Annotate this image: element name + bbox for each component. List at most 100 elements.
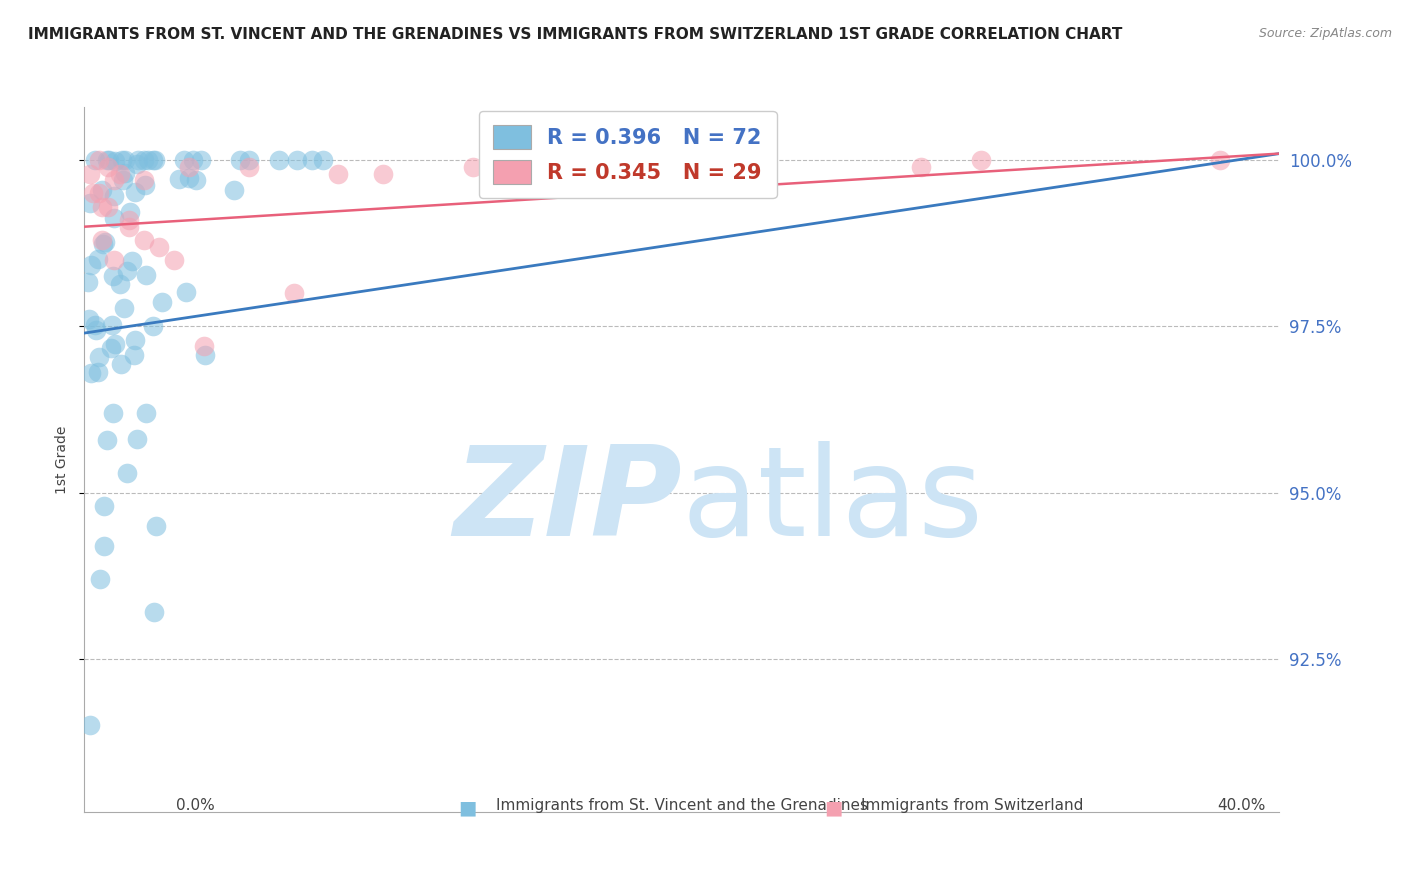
Point [82, 186, 104, 201]
Point [120, 204, 142, 219]
Point [222, 183, 245, 197]
Point [114, 166, 136, 180]
Point [148, 240, 170, 254]
Point [301, 153, 323, 168]
Text: ■: ■ [824, 798, 842, 817]
Point [103, 268, 125, 283]
Point [551, 160, 574, 174]
Point [238, 153, 260, 168]
Point [150, 294, 173, 309]
Point [89, 153, 111, 168]
Point [177, 160, 200, 174]
Point [267, 153, 290, 168]
Point [91, 236, 114, 251]
Point [122, 348, 145, 362]
Point [79, 167, 101, 181]
Point [94, 235, 117, 250]
Point [108, 277, 131, 291]
Point [103, 252, 125, 267]
Point [177, 171, 200, 186]
Point [134, 178, 156, 193]
Point [118, 219, 141, 234]
Point [167, 172, 190, 186]
Point [89, 186, 111, 201]
Point [461, 160, 484, 174]
Point [328, 167, 350, 181]
Text: Immigrants from Switzerland: Immigrants from Switzerland [860, 798, 1084, 814]
Text: Immigrants from St. Vincent and the Grenadines: Immigrants from St. Vincent and the Gren… [495, 798, 868, 814]
Point [79, 718, 101, 732]
Point [135, 268, 157, 283]
Point [138, 153, 160, 168]
Point [80, 366, 103, 380]
Point [100, 341, 122, 355]
Point [87, 366, 110, 380]
Point [111, 153, 134, 168]
Point [91, 200, 114, 214]
Point [142, 319, 165, 334]
Point [194, 348, 217, 362]
Point [145, 519, 167, 533]
Point [186, 172, 208, 186]
Point [100, 318, 122, 333]
Point [93, 499, 115, 513]
Point [97, 200, 120, 214]
Text: ZIP: ZIP [453, 442, 682, 562]
Point [143, 153, 166, 168]
Text: atlas: atlas [682, 442, 984, 562]
Point [96, 433, 118, 447]
Point [181, 153, 204, 168]
Point [193, 339, 215, 353]
Point [132, 233, 156, 247]
Point [142, 153, 165, 168]
Point [283, 286, 305, 301]
Point [124, 185, 146, 199]
Text: ■: ■ [458, 798, 477, 817]
Point [132, 173, 156, 187]
Point [101, 406, 124, 420]
Point [312, 153, 335, 168]
Point [97, 153, 120, 168]
Point [190, 153, 212, 168]
Y-axis label: 1st Grade: 1st Grade [55, 425, 69, 493]
Point [373, 167, 395, 181]
Point [127, 157, 149, 171]
Point [83, 318, 105, 332]
Point [110, 357, 132, 371]
Point [104, 337, 127, 351]
Point [115, 263, 138, 277]
Legend: R = 0.396   N = 72, R = 0.345   N = 29: R = 0.396 N = 72, R = 0.345 N = 29 [479, 111, 776, 198]
Point [77, 311, 100, 326]
Point [111, 173, 134, 187]
Point [125, 433, 148, 447]
Point [127, 153, 149, 168]
Point [79, 196, 101, 211]
Point [84, 153, 107, 168]
Point [163, 252, 186, 267]
Point [285, 153, 308, 168]
Point [114, 153, 136, 168]
Point [135, 406, 157, 420]
Text: 40.0%: 40.0% [1218, 798, 1265, 814]
Point [84, 323, 107, 337]
Point [174, 285, 197, 299]
Point [80, 259, 103, 273]
Point [103, 211, 125, 226]
Point [87, 252, 110, 266]
Text: IMMIGRANTS FROM ST. VINCENT AND THE GRENADINES VS IMMIGRANTS FROM SWITZERLAND 1S: IMMIGRANTS FROM ST. VINCENT AND THE GREN… [28, 27, 1122, 42]
Point [1209, 153, 1232, 168]
Point [96, 153, 118, 168]
Point [238, 160, 260, 174]
Point [641, 153, 664, 168]
Point [117, 466, 139, 480]
Point [112, 301, 135, 315]
Point [118, 213, 141, 227]
Point [142, 605, 165, 619]
Point [103, 173, 125, 187]
Point [97, 160, 120, 174]
Text: 0.0%: 0.0% [176, 798, 215, 814]
Point [228, 153, 250, 168]
Point [104, 154, 127, 169]
Point [110, 167, 132, 181]
Point [103, 188, 125, 202]
